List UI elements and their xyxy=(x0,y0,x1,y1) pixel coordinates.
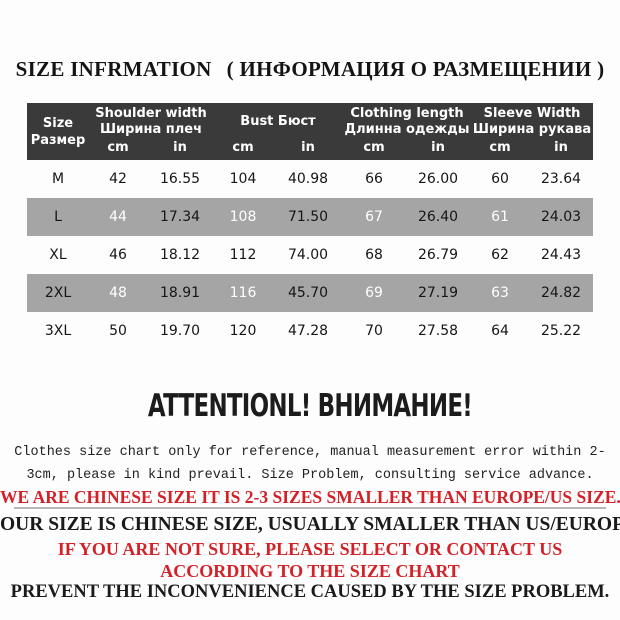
title-russian: ( ИНФОРМАЦИЯ О РАЗМЕЩЕНИИ ) xyxy=(226,57,605,81)
unit-in: in xyxy=(273,140,343,160)
cell-length-cm: 70 xyxy=(365,323,383,339)
cell-shoulder-cm: 48 xyxy=(109,285,127,301)
page-title: SIZE INFRMATION ( ИНФОРМАЦИЯ О РАЗМЕЩЕНИИ… xyxy=(0,57,620,82)
column-header-sleeve: Sleeve Width Ширина рукава xyxy=(471,103,594,140)
cell-length-in: 27.19 xyxy=(417,285,459,301)
unit-in: in xyxy=(405,140,472,160)
column-header-shoulder: Shoulder width Ширина плеч xyxy=(89,103,213,140)
table-row-xl: XL 46 18.12 112 74.00 68 26.79 62 24.43 xyxy=(27,236,593,274)
reference-note: Clothes size chart only for reference, m… xyxy=(0,441,620,487)
cell-length-cm: 66 xyxy=(365,171,383,187)
size-note-black-2: PREVENT THE INCONVENIENCE CAUSED BY THE … xyxy=(10,582,610,602)
unit-cm: cm xyxy=(343,140,405,160)
reference-note-line1: Clothes size chart only for reference, m… xyxy=(14,445,606,460)
divider-line xyxy=(14,507,606,509)
cell-size: XL xyxy=(49,247,67,263)
cell-sleeve-cm: 61 xyxy=(491,209,509,225)
cell-bust-in: 45.70 xyxy=(287,285,329,301)
cell-sleeve-cm: 60 xyxy=(491,171,509,187)
cell-size: 3XL xyxy=(44,323,72,339)
cell-sleeve-in: 24.03 xyxy=(540,209,582,225)
column-header-bust: Bust Бюст xyxy=(213,103,343,140)
cell-shoulder-in: 17.34 xyxy=(159,209,201,225)
cell-sleeve-cm: 64 xyxy=(491,323,509,339)
table-row-2xl: 2XL 48 18.91 116 45.70 69 27.19 63 24.82 xyxy=(27,274,594,312)
table-row-3xl: 3XL 50 19.70 120 47.28 70 27.58 64 25.22 xyxy=(27,312,593,350)
unit-header-row: cm in cm in cm in cm in xyxy=(27,140,594,160)
cell-bust-cm: 112 xyxy=(229,247,257,263)
cell-bust-in: 47.28 xyxy=(287,323,329,339)
cell-length-in: 26.79 xyxy=(417,247,459,263)
unit-cm: cm xyxy=(213,140,273,160)
cell-size: M xyxy=(51,171,65,187)
unit-cm: cm xyxy=(89,140,147,160)
cell-length-cm: 67 xyxy=(365,209,383,225)
chinese-size-warning: WE ARE CHINESE SIZE IT IS 2-3 SIZES SMAL… xyxy=(0,487,620,507)
size-table-header: Size Размер Shoulder width Ширина плеч B… xyxy=(27,103,594,160)
cell-bust-in: 71.50 xyxy=(287,209,329,225)
cell-shoulder-in: 18.12 xyxy=(159,247,201,263)
cell-size: 2XL xyxy=(44,285,72,301)
cell-shoulder-in: 18.91 xyxy=(159,285,201,301)
cell-sleeve-in: 24.43 xyxy=(540,247,582,263)
table-row-l: L 44 17.34 108 71.50 67 26.40 61 24.03 xyxy=(27,198,594,236)
cell-shoulder-cm: 42 xyxy=(109,171,127,187)
cell-sleeve-in: 25.22 xyxy=(540,323,582,339)
table-row-m: M 42 16.55 104 40.98 66 26.00 60 23.64 xyxy=(27,160,593,198)
cell-bust-in: 40.98 xyxy=(287,171,329,187)
cell-size: L xyxy=(54,209,62,225)
cell-bust-cm: 116 xyxy=(229,285,257,301)
cell-length-in: 26.00 xyxy=(417,171,459,187)
size-note-red-3: ACCORDING TO THE SIZE CHART xyxy=(160,561,460,581)
reference-note-line2: 3cm, please in kind prevail. Size Proble… xyxy=(26,468,594,483)
cell-bust-cm: 104 xyxy=(229,171,257,187)
attention-heading: ATTENTIONL! ВНИМАНИЕ! xyxy=(147,388,473,424)
unit-in: in xyxy=(147,140,213,160)
cell-sleeve-cm: 62 xyxy=(491,247,509,263)
cell-shoulder-in: 19.70 xyxy=(159,323,201,339)
title-english: SIZE INFRMATION xyxy=(15,57,212,81)
column-header-size-en: Size xyxy=(42,115,74,131)
column-header-length: Clothing length Длинна одежды xyxy=(343,103,472,140)
cell-bust-cm: 120 xyxy=(229,323,257,339)
cell-shoulder-cm: 44 xyxy=(109,209,127,225)
cell-shoulder-in: 16.55 xyxy=(159,171,201,187)
cell-bust-cm: 108 xyxy=(229,209,257,225)
cell-length-in: 26.40 xyxy=(417,209,459,225)
size-table: Size Размер Shoulder width Ширина плеч B… xyxy=(27,103,594,350)
cell-shoulder-cm: 46 xyxy=(109,247,127,263)
cell-sleeve-in: 24.82 xyxy=(540,285,582,301)
size-note-black-1: OUR SIZE IS CHINESE SIZE, USUALLY SMALLE… xyxy=(0,514,620,535)
cell-sleeve-in: 23.64 xyxy=(540,171,582,187)
unit-cm: cm xyxy=(471,140,530,160)
column-header-size-ru: Размер xyxy=(30,132,86,148)
column-header-size: Size Размер xyxy=(27,103,89,160)
cell-bust-in: 74.00 xyxy=(287,247,329,263)
cell-shoulder-cm: 50 xyxy=(109,323,127,339)
cell-length-cm: 68 xyxy=(365,247,383,263)
cell-length-cm: 69 xyxy=(365,285,383,301)
unit-in: in xyxy=(529,140,594,160)
size-note-red-2: IF YOU ARE NOT SURE, PLEASE SELECT OR CO… xyxy=(57,539,563,559)
cell-length-in: 27.58 xyxy=(417,323,459,339)
cell-sleeve-cm: 63 xyxy=(491,285,509,301)
